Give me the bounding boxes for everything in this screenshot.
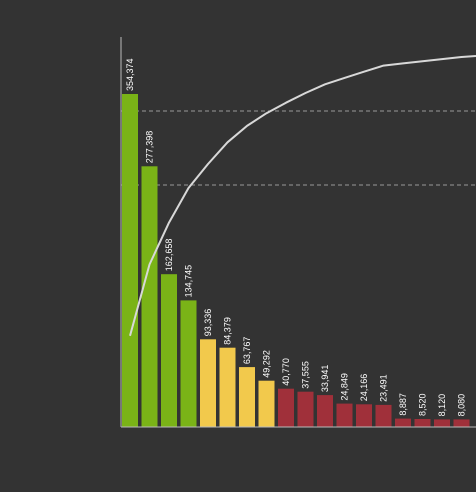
bar-value-label-18: 8,080 <box>457 394 467 417</box>
bar-value-label-14: 23,491 <box>379 374 389 402</box>
bar-13 <box>356 404 372 427</box>
bar-value-label-16: 8,520 <box>418 393 428 416</box>
bar-value-label-17: 8,120 <box>437 394 447 417</box>
value-labels: 354,374 277,398 162,658 134,745 93,336 84,379… <box>125 58 467 416</box>
axes <box>120 37 476 428</box>
bar-value-label-1: 354,374 <box>125 58 135 91</box>
bar-4 <box>180 300 197 427</box>
bar-15 <box>395 418 411 427</box>
bar-value-label-15: 8,887 <box>398 393 408 416</box>
bar-2 <box>141 166 158 428</box>
bar-3 <box>161 274 177 427</box>
bar-value-label-6: 84,379 <box>223 317 233 345</box>
bar-6 <box>219 347 236 427</box>
bar-7 <box>239 367 255 427</box>
bar-14 <box>375 404 392 427</box>
bar-5 <box>200 339 216 427</box>
bar-11 <box>317 395 333 427</box>
bar-value-label-12: 24,849 <box>340 373 350 401</box>
bar-value-label-3: 162,658 <box>164 239 174 272</box>
bar-value-label-7: 63,767 <box>242 337 252 365</box>
grid-lines <box>121 110 476 186</box>
bar-value-label-4: 134,745 <box>184 265 194 298</box>
bar-value-label-9: 40,770 <box>281 358 291 386</box>
bar-value-label-11: 33,941 <box>320 365 330 393</box>
bar-series <box>122 94 470 428</box>
bar-value-label-2: 277,398 <box>145 131 155 164</box>
cumulative-line-layer <box>129 55 476 337</box>
bar-17 <box>434 419 450 427</box>
bar-10 <box>297 391 314 427</box>
bar-8 <box>258 380 275 427</box>
bar-value-label-13: 24,166 <box>359 374 369 402</box>
bar-12 <box>336 403 353 427</box>
bar-18 <box>453 419 470 427</box>
bar-value-label-10: 37,555 <box>301 361 311 389</box>
cumulative-line <box>129 55 476 337</box>
bar-9 <box>278 388 294 427</box>
bar-value-label-5: 93,336 <box>203 309 213 337</box>
bar-value-label-8: 49,292 <box>262 350 272 378</box>
bar-16 <box>414 419 431 427</box>
bar-1 <box>122 94 138 427</box>
